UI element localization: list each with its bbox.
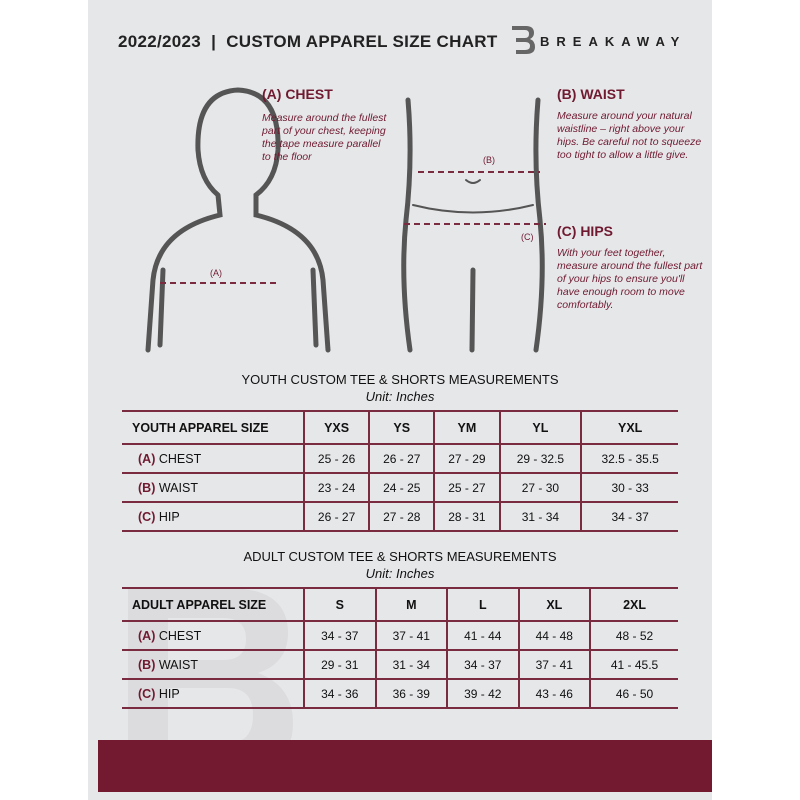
measurement-cell: 32.5 - 35.5	[580, 443, 678, 474]
measurement-cell: 41 - 44	[446, 620, 519, 651]
hips-marker: (C)	[521, 232, 534, 242]
measurement-label: (B) WAIST	[122, 649, 304, 680]
measurement-cell: 29 - 32.5	[498, 443, 582, 474]
measurement-label: (C) HIP	[122, 501, 304, 532]
measurement-cell: 39 - 42	[446, 678, 519, 709]
size-column-header: M	[374, 587, 448, 622]
measurement-cell: 25 - 27	[433, 472, 500, 503]
measurement-cell: 46 - 50	[589, 678, 678, 709]
measurement-letter: (C)	[138, 686, 156, 701]
youth-unit: Unit: Inches	[365, 389, 435, 404]
table-row: (A) CHEST 34 - 37 37 - 41 41 - 44 44 - 48 48 …	[122, 620, 678, 651]
size-column-header: S	[303, 587, 376, 622]
waist-marker: (B)	[483, 155, 495, 165]
body-figures: (A) (B) (C)	[145, 87, 546, 353]
page-title: 2022/2023 | CUSTOM APPAREL SIZE CHART	[118, 32, 498, 51]
measurement-cell: 27 - 29	[433, 443, 500, 474]
hips-heading: (C) HIPS	[557, 223, 613, 239]
measurement-cell: 24 - 25	[368, 472, 435, 503]
waist-instructions: Measure around your natural waistline – …	[557, 110, 702, 161]
measurement-cell: 27 - 28	[368, 501, 435, 532]
measurement-label: (B) WAIST	[122, 472, 304, 503]
measurement-cell: 28 - 31	[433, 501, 500, 532]
measurement-cell: 27 - 30	[498, 472, 582, 503]
table-row: (C) HIP 26 - 27 27 - 28 28 - 31 31 - 34 34 - …	[122, 501, 678, 532]
measurement-letter: (A)	[138, 628, 156, 643]
measurement-cell: 30 - 33	[580, 472, 678, 503]
measurement-letter: (B)	[138, 480, 156, 495]
table-header-row: YOUTH APPAREL SIZE YXS YS YM YL YXL	[122, 410, 678, 445]
measurement-cell: 41 - 45.5	[589, 649, 678, 680]
table-row: (C) HIP 34 - 36 36 - 39 39 - 42 43 - 46 46 - …	[122, 678, 678, 709]
youth-table-title: YOUTH CUSTOM TEE & SHORTS MEASUREMENTS	[241, 372, 559, 387]
table-row: (B) WAIST 29 - 31 31 - 34 34 - 37 37 - 41 41 …	[122, 649, 678, 680]
measurement-letter: (C)	[138, 509, 156, 524]
measurement-cell: 34 - 37	[446, 649, 519, 680]
size-column-header: 2XL	[589, 587, 678, 622]
table-row: (A) CHEST 25 - 26 26 - 27 27 - 29 29 - 32.5 3…	[122, 443, 678, 474]
brand-name: BREAKAWAY	[540, 34, 687, 49]
measurement-cell: 25 - 26	[302, 443, 370, 474]
measurement-cell: 34 - 37	[303, 620, 376, 651]
measurement-letter: (B)	[138, 657, 156, 672]
size-column-header: YXL	[580, 410, 678, 445]
table-row: (B) WAIST 23 - 24 24 - 25 25 - 27 27 - 30 30 …	[122, 472, 678, 503]
measurement-cell: 36 - 39	[374, 678, 448, 709]
size-column-header: L	[446, 587, 519, 622]
measurement-cell: 23 - 24	[302, 472, 370, 503]
chest-instructions: Measure around the fullest part of your …	[262, 112, 387, 163]
measurement-cell: 31 - 34	[374, 649, 448, 680]
size-header: ADULT APPAREL SIZE	[122, 587, 304, 622]
measurement-cell: 44 - 48	[517, 620, 591, 651]
measurement-name: HIP	[158, 686, 180, 701]
measurement-name: CHEST	[158, 628, 202, 643]
chest-heading: (A) CHEST	[262, 86, 333, 102]
measurement-cell: 43 - 46	[517, 678, 591, 709]
size-chart-panel: 2022/2023 | CUSTOM APPAREL SIZE CHART BR…	[88, 0, 712, 800]
table-header-row: ADULT APPAREL SIZE S M L XL 2XL	[122, 587, 678, 622]
size-column-header: YM	[433, 410, 500, 445]
waist-heading: (B) WAIST	[557, 86, 625, 102]
measurement-cell: 29 - 31	[303, 649, 376, 680]
measurement-label: (A) CHEST	[122, 620, 304, 651]
measurement-cell: 48 - 52	[589, 620, 678, 651]
measurement-cell: 34 - 36	[303, 678, 376, 709]
size-column-header: XL	[517, 587, 591, 622]
measurement-name: WAIST	[158, 657, 198, 672]
size-column-header: YL	[498, 410, 582, 445]
chest-marker: (A)	[210, 268, 222, 278]
measurement-cell: 37 - 41	[517, 649, 591, 680]
measurement-name: HIP	[158, 509, 180, 524]
size-header: YOUTH APPAREL SIZE	[122, 410, 304, 445]
measurement-cell: 26 - 27	[368, 443, 435, 474]
measurement-label: (C) HIP	[122, 678, 304, 709]
measurement-label: (A) CHEST	[122, 443, 304, 474]
adult-unit: Unit: Inches	[365, 566, 435, 581]
adult-size-table: ADULT APPAREL SIZE S M L XL 2XL (A) CHEST 34 - …	[122, 587, 678, 709]
size-column-header: YS	[368, 410, 435, 445]
measurement-cell: 31 - 34	[498, 501, 582, 532]
measurement-cell: 34 - 37	[580, 501, 678, 532]
hips-instructions: With your feet together, measure around …	[557, 247, 703, 311]
measurement-name: CHEST	[158, 451, 202, 466]
size-column-header: YXS	[302, 410, 370, 445]
footer-bar	[98, 740, 712, 792]
youth-size-table: YOUTH APPAREL SIZE YXS YS YM YL YXL (A) CHEST 2…	[122, 410, 678, 532]
adult-table-title: ADULT CUSTOM TEE & SHORTS MEASUREMENTS	[243, 549, 557, 564]
measurement-letter: (A)	[138, 451, 156, 466]
measurement-cell: 26 - 27	[302, 501, 370, 532]
measurement-cell: 37 - 41	[374, 620, 448, 651]
measurement-name: WAIST	[158, 480, 198, 495]
brand-logo-icon	[512, 26, 535, 54]
